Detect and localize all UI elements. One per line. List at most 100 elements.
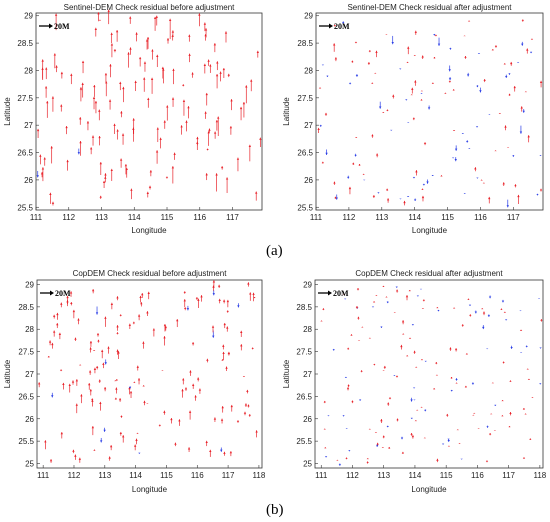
residual-arrow-head <box>209 64 212 67</box>
residual-arrow-head <box>436 458 439 461</box>
residual-arrow-head <box>494 45 498 47</box>
residual-arrow-head <box>39 154 42 157</box>
y-tick-label: 28.5 <box>17 39 33 48</box>
residual-arrow-head <box>143 77 146 80</box>
residual-arrow-head <box>514 184 517 187</box>
residual-arrow-head <box>494 404 497 406</box>
residual-arrow-head <box>88 383 91 386</box>
plot-area <box>314 279 544 469</box>
residual-arrow-head <box>139 295 142 299</box>
residual-arrow-head <box>98 19 102 21</box>
residual-arrow-head <box>49 192 52 195</box>
residual-arrow-head <box>482 311 486 314</box>
residual-arrow-head <box>119 314 122 316</box>
residual-arrow-head <box>412 177 416 179</box>
residual-arrow-head <box>188 34 191 37</box>
residual-arrow-head <box>93 449 96 451</box>
residual-arrow-head <box>366 461 369 463</box>
residual-arrow-head <box>124 164 128 167</box>
residual-arrow-head <box>474 311 478 314</box>
caption-b: (b) <box>266 502 284 518</box>
residual-arrow-head <box>215 173 218 176</box>
residual-arrow-head <box>218 298 221 302</box>
residual-arrow-head <box>419 288 423 290</box>
residual-arrow-head <box>455 379 458 381</box>
residual-arrow-head <box>135 32 138 35</box>
residual-arrow-head <box>207 59 210 62</box>
residual-arrow-head <box>382 285 385 287</box>
residual-arrow-head <box>181 389 184 392</box>
residual-arrow-head <box>400 437 404 440</box>
residual-arrow-head <box>143 61 147 64</box>
y-tick-label: 25 <box>25 460 34 469</box>
residual-arrow-head <box>524 91 528 93</box>
residual-arrow-head <box>142 385 145 387</box>
residual-arrow-head <box>51 201 55 204</box>
residual-arrow-head <box>116 349 119 352</box>
residual-arrow-head <box>503 311 507 313</box>
residual-arrow-head <box>395 289 399 292</box>
residual-arrow-head <box>362 173 365 175</box>
residual-arrow-head <box>521 19 525 21</box>
residual-arrow-head <box>176 319 179 322</box>
residual-arrow-head <box>79 141 82 144</box>
residual-arrow-head <box>321 64 325 66</box>
residual-arrow-head <box>62 382 65 386</box>
residual-arrow-head <box>70 302 73 304</box>
residual-arrow-head <box>464 385 468 388</box>
residual-arrow-head <box>354 154 357 157</box>
residual-arrow-head <box>128 386 132 389</box>
residual-arrow-head <box>414 420 418 422</box>
residual-arrow-head <box>455 382 458 384</box>
residual-arrow-head <box>472 414 475 416</box>
residual-arrow-head <box>375 295 378 296</box>
residual-arrow-head <box>522 110 525 113</box>
residual-arrow-head <box>385 188 389 191</box>
residual-arrow-head <box>375 50 378 53</box>
residual-vectors <box>37 280 258 463</box>
residual-arrow-head <box>128 387 131 390</box>
residual-arrow-head <box>110 43 114 46</box>
residual-arrow-head <box>122 86 125 90</box>
residual-arrow-head <box>229 451 233 454</box>
residual-vectors <box>320 285 543 466</box>
panel-sentinel-before: Sentinel-DEM Check residual before adjus… <box>0 0 275 240</box>
scale-label: 20M <box>54 22 70 31</box>
residual-arrow-head <box>512 155 515 157</box>
residual-arrow-head <box>392 94 395 97</box>
y-tick-label: 28.5 <box>297 39 313 48</box>
residual-arrow-head <box>431 175 434 177</box>
residual-arrow-head <box>75 379 79 382</box>
residual-arrow-head <box>400 344 403 348</box>
residual-arrow-head <box>137 378 141 381</box>
residual-arrow-head <box>132 118 135 121</box>
scale-label: 20M <box>334 22 350 31</box>
residual-arrow-head <box>504 319 508 321</box>
residual-arrow-head <box>227 351 231 354</box>
residual-arrow-head <box>371 134 374 137</box>
residual-arrow-head <box>146 37 150 40</box>
x-axis-label: Longitude <box>411 485 447 494</box>
x-tick-label: 114 <box>408 213 421 222</box>
residual-arrow-head <box>75 403 78 406</box>
residual-arrow-head <box>65 125 68 129</box>
residual-arrow-head <box>104 362 107 365</box>
residual-arrow-head <box>338 464 342 466</box>
chart-title: CopDEM Check residual after adjustment <box>355 269 503 278</box>
residual-arrow-head <box>436 307 439 309</box>
residual-arrow-head <box>153 16 157 20</box>
residual-arrow-head <box>110 168 113 172</box>
caption-a: (a) <box>266 243 283 259</box>
residual-arrow-head <box>137 314 141 317</box>
residual-arrow-head <box>134 80 137 83</box>
residual-arrow-head <box>466 74 470 77</box>
plot-area <box>36 279 263 469</box>
residual-arrow-head <box>107 346 110 349</box>
residual-arrow-head <box>317 127 320 131</box>
chart-title: Sentinel-DEM Check residual after adjust… <box>347 3 512 12</box>
x-axis-label: Longitude <box>132 485 168 494</box>
residual-arrow-head <box>458 443 461 444</box>
residual-arrow-head <box>396 418 399 421</box>
y-axis-label: Latitude <box>3 359 12 388</box>
residual-arrow-head <box>165 176 169 178</box>
